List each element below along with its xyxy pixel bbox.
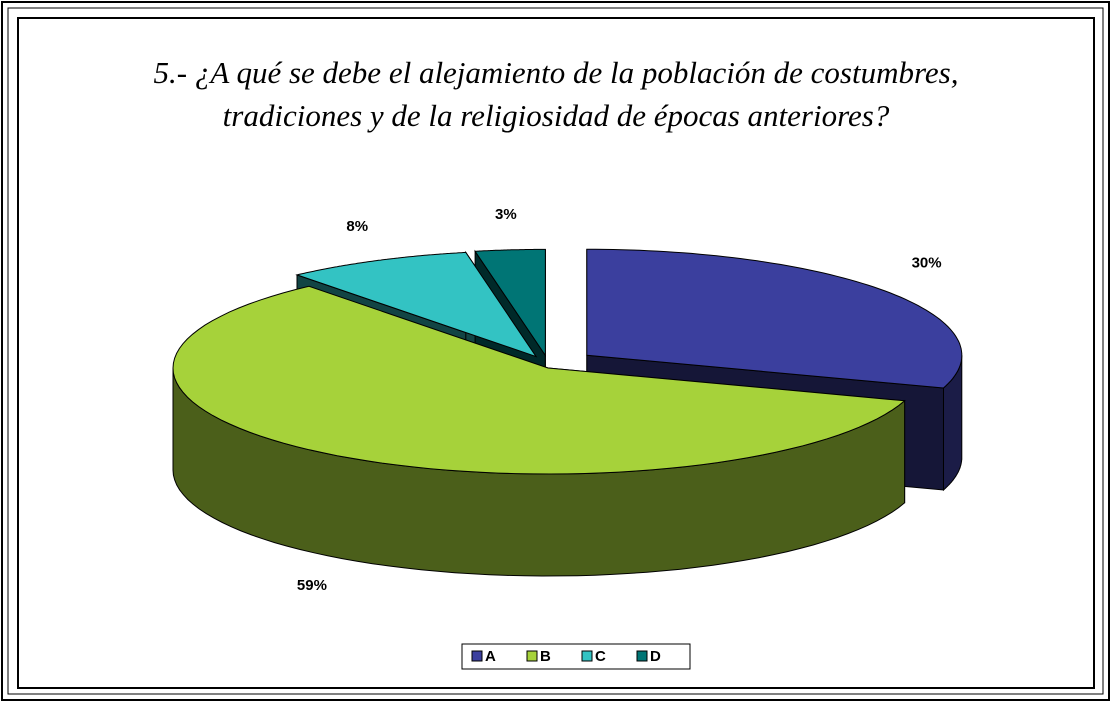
slice [295,251,538,358]
data-label: 30% [912,254,942,271]
slice [586,248,963,389]
legend-swatch [526,650,538,662]
chart-title: 5.- ¿A qué se debe el alejamiento de la … [154,55,959,90]
legend-label: C [595,648,606,665]
legend-swatch [581,650,593,662]
legend-box [461,643,691,670]
outer-frame-inner [7,7,1104,695]
chart-title: tradiciones y de la religiosidad de époc… [223,98,890,133]
legend-swatch [636,650,648,662]
data-label: 3% [495,206,517,223]
legend-label: D [650,648,661,665]
slice [474,248,546,358]
legend-label: A [485,648,496,665]
data-label: 59% [297,577,327,594]
legend-label: B [540,648,551,665]
data-label: 8% [346,218,368,235]
slice [172,285,906,475]
legend-swatch [471,650,483,662]
